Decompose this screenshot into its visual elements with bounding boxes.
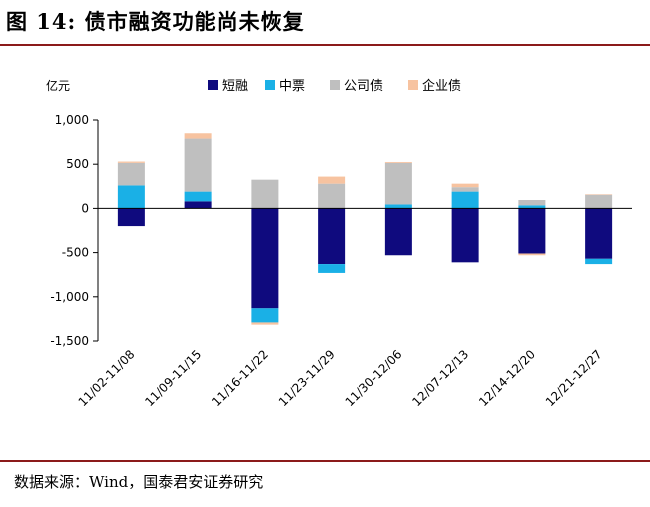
bar-segment-公司债 xyxy=(518,200,545,205)
y-axis-unit-label: 亿元 xyxy=(46,78,70,93)
x-tick-label: 11/23-11/29 xyxy=(276,347,338,409)
x-tick-label: 12/14-12/20 xyxy=(476,347,538,409)
stacked-bar-chart: 短融 中票 公司债 企业债 亿元 1,0005000-500-1,000-1,500 … xyxy=(0,46,650,458)
bar-segment-企业债 xyxy=(185,133,212,138)
bar-segment-中票 xyxy=(585,259,612,264)
bar-segment-中票 xyxy=(185,192,212,202)
chart-legend: 短融 中票 公司债 企业债 xyxy=(208,78,461,94)
y-tick-label: -1,000 xyxy=(50,290,89,304)
bar-segment-短融 xyxy=(452,208,479,262)
bar-segment-企业债 xyxy=(118,162,145,163)
bar-segment-短融 xyxy=(518,208,545,253)
bar-segment-公司债 xyxy=(118,163,145,186)
footer-rule xyxy=(0,460,650,462)
legend-label: 公司债 xyxy=(344,79,383,94)
legend-swatch xyxy=(265,80,275,90)
bar-segment-企业债 xyxy=(518,253,545,255)
bar-segment-短融 xyxy=(318,208,345,264)
bar-segment-短融 xyxy=(585,208,612,258)
y-tick-label: 1,000 xyxy=(55,113,89,127)
bar-segment-企业债 xyxy=(318,177,345,184)
figure-title: 图 14: 债市融资功能尚未恢复 xyxy=(6,6,305,36)
y-tick-label: -1,500 xyxy=(50,334,89,348)
bar-segment-公司债 xyxy=(452,187,479,191)
bar-segment-公司债 xyxy=(185,139,212,192)
legend-swatch xyxy=(408,80,418,90)
y-tick-label: 0 xyxy=(81,201,89,215)
bar-segment-公司债 xyxy=(251,180,278,209)
legend-swatch xyxy=(330,80,340,90)
bar-segment-中票 xyxy=(452,192,479,209)
bar-segment-短融 xyxy=(118,208,145,226)
x-axis: 11/02-11/08 11/09-11/15 11/16-11/22 11/23-1… xyxy=(76,208,632,409)
bar-segment-中票 xyxy=(318,264,345,273)
legend-swatch xyxy=(208,80,218,90)
x-tick-label: 12/07-12/13 xyxy=(409,347,471,409)
y-axis: 1,000 500 0 -500 -1,000 -1,500 xyxy=(50,113,98,348)
x-tick-label: 12/21-12/27 xyxy=(543,347,605,409)
bar-segment-中票 xyxy=(251,308,278,322)
bar-segment-公司债 xyxy=(318,184,345,209)
y-tick-label: 500 xyxy=(66,157,89,171)
bar-segment-短融 xyxy=(185,201,212,208)
legend-label: 企业债 xyxy=(422,78,461,94)
bar-segment-短融 xyxy=(251,208,278,308)
x-tick-label: 11/30-12/06 xyxy=(343,347,405,409)
bar-segment-企业债 xyxy=(251,322,278,324)
legend-label: 中票 xyxy=(279,79,305,94)
x-tick-label: 11/09-11/15 xyxy=(142,347,204,409)
bar-segment-企业债 xyxy=(452,184,479,188)
bar-segment-短融 xyxy=(385,208,412,255)
bar-segment-公司债 xyxy=(385,163,412,205)
bars-group xyxy=(118,133,612,324)
source-note: 数据来源：Wind，国泰君安证券研究 xyxy=(14,471,263,492)
y-tick-label: -500 xyxy=(62,246,89,260)
bar-segment-公司债 xyxy=(585,195,612,209)
legend-label: 短融 xyxy=(222,79,248,94)
bar-segment-中票 xyxy=(385,204,412,208)
bar-segment-中票 xyxy=(118,185,145,208)
bar-segment-企业债 xyxy=(385,162,412,163)
bar-segment-企业债 xyxy=(585,194,612,195)
figure-header: 图 14: 债市融资功能尚未恢复 xyxy=(0,0,650,45)
x-tick-label: 11/16-11/22 xyxy=(209,347,271,409)
x-tick-label: 11/02-11/08 xyxy=(76,347,138,409)
